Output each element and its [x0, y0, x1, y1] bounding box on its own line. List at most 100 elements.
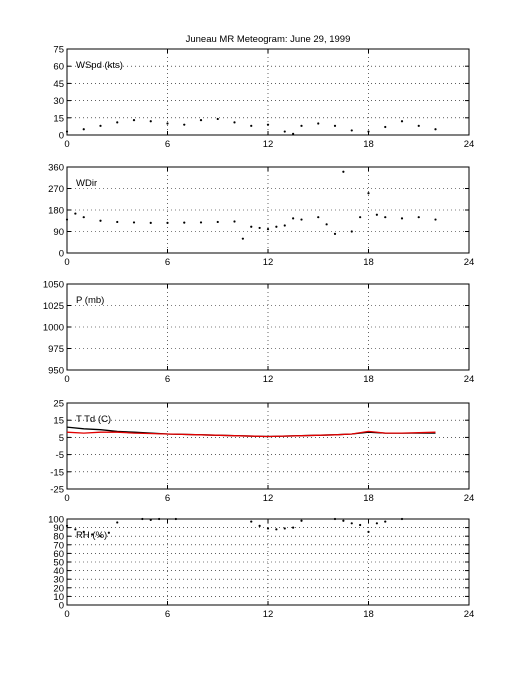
x-tick-label: 24: [464, 374, 475, 385]
data-point: [367, 130, 370, 133]
data-point: [241, 237, 244, 240]
data-point: [317, 122, 320, 125]
data-point: [400, 217, 404, 220]
data-point: [300, 218, 303, 221]
x-tick-label: 6: [165, 609, 170, 620]
x-tick-label: 18: [363, 257, 374, 268]
data-point: [367, 192, 370, 195]
y-tick-label: 70: [53, 540, 64, 551]
panel-label: WDir: [76, 178, 97, 189]
x-tick-label: 18: [363, 139, 374, 150]
data-point: [216, 220, 219, 224]
y-tick-label: 50: [53, 558, 64, 569]
y-tick-label: 1050: [43, 280, 64, 291]
data-point: [350, 230, 353, 233]
data-point: [233, 220, 236, 223]
panel-label: WSpd (kts): [76, 60, 123, 71]
panel-label: RH (%): [76, 530, 107, 541]
y-tick-label: 60: [53, 549, 64, 560]
data-point: [116, 121, 119, 124]
y-tick-label: 45: [53, 79, 64, 90]
data-point: [216, 117, 219, 121]
data-point: [375, 522, 378, 525]
data-point: [400, 517, 404, 521]
y-tick-label: 25: [53, 399, 64, 410]
x-tick-label: 0: [64, 493, 69, 504]
y-tick-label: 0: [59, 249, 64, 260]
data-point: [99, 535, 102, 538]
y-tick-label: 0: [59, 131, 64, 142]
data-point: [99, 124, 102, 127]
data-point: [250, 520, 253, 523]
y-tick-label: 90: [53, 523, 64, 534]
data-point: [300, 519, 303, 522]
x-tick-label: 6: [165, 493, 170, 504]
data-point: [300, 124, 303, 127]
data-point: [434, 218, 437, 221]
y-tick-label: -25: [50, 485, 64, 496]
x-tick-label: 6: [165, 139, 170, 150]
panel-2: 0 6 12 18 24 950 975 1000 1025 1050 P (mb): [43, 280, 474, 386]
x-tick-label: 12: [263, 493, 274, 504]
data-point: [400, 120, 404, 123]
data-point: [183, 221, 186, 224]
data-point: [333, 124, 337, 127]
data-point: [82, 128, 85, 131]
x-tick-label: 6: [165, 257, 170, 268]
data-point: [375, 213, 378, 216]
y-tick-label: 75: [53, 45, 64, 56]
x-tick-label: 18: [363, 493, 374, 504]
y-tick-label: 1025: [43, 301, 64, 312]
y-tick-label: 20: [53, 583, 64, 594]
data-point: [82, 530, 85, 534]
y-tick-label: 1000: [43, 323, 64, 334]
y-tick-label: 80: [53, 532, 64, 543]
data-point: [350, 129, 353, 132]
x-tick-label: 6: [165, 374, 170, 385]
x-tick-label: 12: [263, 374, 274, 385]
axes-box: [66, 402, 470, 490]
data-point: [250, 225, 253, 228]
x-tick-label: 24: [464, 609, 475, 620]
data-point: [65, 218, 69, 221]
data-point: [367, 530, 370, 534]
data-point: [384, 520, 387, 523]
y-tick-label: 5: [59, 433, 64, 444]
y-tick-label: 100: [48, 515, 64, 526]
y-tick-label: 15: [53, 113, 64, 124]
data-point: [266, 123, 270, 126]
y-tick-label: 30: [53, 575, 64, 586]
y-tick-label: 15: [53, 416, 64, 427]
y-tick-label: 950: [48, 366, 64, 377]
data-point: [417, 124, 420, 127]
data-point: [359, 523, 362, 527]
series-line-1: [66, 430, 436, 438]
data-point: [250, 124, 253, 127]
data-point: [283, 224, 286, 227]
data-point: [325, 223, 328, 226]
data-point: [266, 527, 270, 530]
data-point: [317, 216, 320, 219]
y-tick-label: -15: [50, 467, 64, 478]
data-point: [132, 118, 136, 122]
data-point: [342, 170, 345, 173]
x-tick-label: 18: [363, 374, 374, 385]
data-point: [116, 220, 119, 224]
data-point: [166, 221, 169, 224]
x-tick-label: 12: [263, 257, 274, 268]
data-point: [292, 526, 295, 529]
y-tick-label: 30: [53, 96, 64, 107]
panel-label: P (mb): [76, 295, 104, 306]
panel-0: 0 6 12 18 24 0 15 30 45 60 75 WSpd (kts): [53, 45, 474, 151]
data-point: [333, 232, 337, 235]
data-point: [65, 130, 69, 133]
data-point: [350, 522, 353, 525]
y-tick-label: 10: [53, 592, 64, 603]
x-tick-label: 12: [263, 609, 274, 620]
x-tick-label: 0: [64, 257, 69, 268]
data-point: [199, 118, 203, 122]
x-tick-label: 24: [464, 493, 475, 504]
data-point: [174, 517, 177, 521]
data-point: [275, 528, 278, 531]
data-point: [292, 132, 295, 135]
